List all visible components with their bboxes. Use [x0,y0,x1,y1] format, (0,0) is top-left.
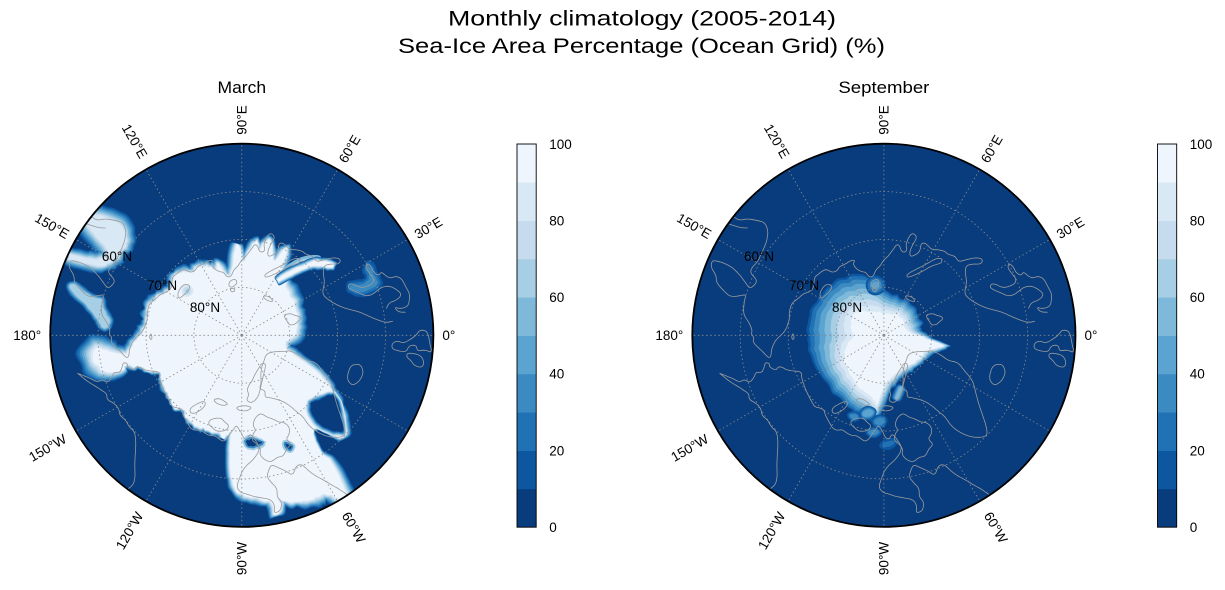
svg-text:80°N: 80°N [832,300,862,315]
svg-text:100: 100 [1190,137,1213,152]
svg-text:March: March [218,79,267,97]
svg-text:80: 80 [549,213,564,228]
svg-text:80: 80 [1190,213,1205,228]
svg-text:60: 60 [549,290,564,305]
svg-text:40: 40 [1190,367,1205,382]
svg-text:40: 40 [549,367,564,382]
svg-text:Sea-Ice Area Percentage (Ocean: Sea-Ice Area Percentage (Ocean Grid) (%) [398,34,885,58]
svg-text:0°: 0° [442,328,455,343]
svg-text:100: 100 [549,137,572,152]
svg-text:20: 20 [549,443,564,458]
svg-text:September: September [838,79,930,97]
svg-text:90°E: 90°E [235,105,250,134]
svg-text:180°: 180° [13,328,41,343]
svg-text:80°N: 80°N [190,300,220,315]
svg-text:90°W: 90°W [235,542,250,575]
svg-text:70°N: 70°N [147,278,177,293]
svg-text:0: 0 [549,520,557,535]
svg-text:Monthly climatology (2005-2014: Monthly climatology (2005-2014) [448,7,836,31]
svg-text:90°E: 90°E [877,105,892,134]
svg-text:60°N: 60°N [744,249,774,264]
svg-text:60°N: 60°N [102,249,132,264]
svg-text:60: 60 [1190,290,1205,305]
svg-text:70°N: 70°N [789,278,819,293]
svg-text:180°: 180° [655,328,683,343]
svg-text:20: 20 [1190,443,1205,458]
svg-text:0°: 0° [1085,328,1098,343]
svg-text:90°W: 90°W [877,542,892,575]
svg-text:0: 0 [1190,520,1198,535]
